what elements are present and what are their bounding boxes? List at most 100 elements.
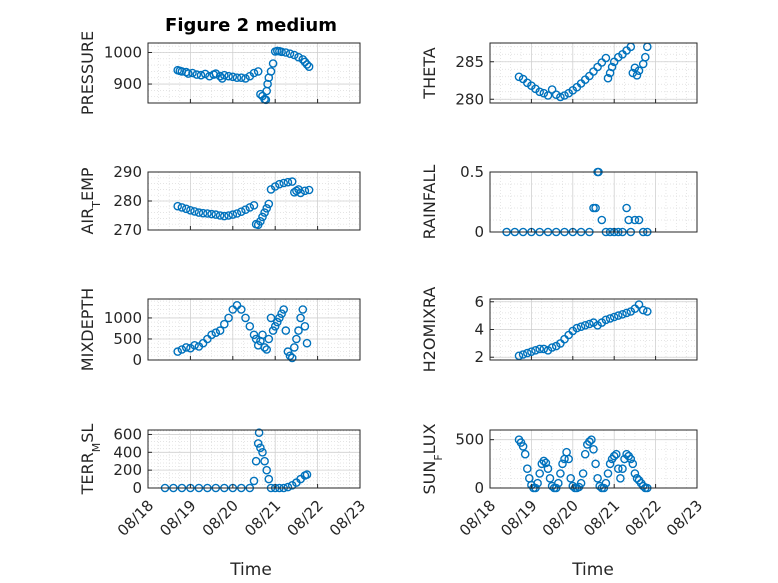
subplot-4: 0 0.5 RAINFALL — [420, 163, 698, 241]
x-tick-label: 08/18 — [456, 496, 499, 539]
y-tick-label: 900 — [113, 75, 142, 93]
y-tick-label: 4 — [474, 321, 484, 339]
data-point — [270, 321, 280, 331]
data-point — [215, 326, 225, 335]
data-point — [281, 48, 291, 57]
y-axis-label: H2OMIXRA — [420, 287, 439, 373]
data-point — [258, 330, 267, 340]
data-point — [219, 211, 229, 221]
x-tick-label: 08/22 — [621, 496, 664, 539]
y-tick-label: 500 — [455, 431, 484, 449]
data-point — [560, 91, 569, 100]
data-point — [292, 186, 301, 196]
data-point — [533, 478, 542, 488]
y-tick-label: 400 — [113, 443, 142, 461]
y-tick-label: 280 — [455, 90, 484, 108]
data-point — [609, 451, 619, 461]
data-point — [266, 67, 276, 76]
data-point — [249, 200, 259, 210]
data-point — [249, 68, 259, 78]
data-point — [294, 52, 303, 62]
data-point — [634, 215, 644, 225]
data-point — [186, 205, 195, 215]
data-point — [585, 437, 594, 446]
data-point — [578, 469, 588, 478]
data-point — [264, 474, 274, 484]
x-axis-label-left: Time — [229, 560, 272, 580]
y-tick-label: 270 — [113, 221, 142, 239]
data-point — [181, 204, 191, 214]
data-point — [539, 344, 549, 354]
data-point — [605, 459, 615, 469]
data-point — [287, 177, 297, 186]
data-point — [241, 205, 250, 214]
data-point — [262, 345, 272, 354]
data-point — [612, 449, 621, 459]
x-tick-label: 08/18 — [114, 496, 157, 539]
subplots: 900 1000 PRESSURE 280 285 THETA 270 280 290 AIRTE… — [78, 31, 706, 540]
data-point — [292, 334, 301, 344]
data-point — [228, 210, 238, 219]
subplot-6: 2 4 6 H2OMIXRA — [420, 287, 698, 373]
data-point — [638, 481, 648, 491]
data-point — [634, 66, 644, 75]
data-point — [258, 447, 267, 457]
axes-box — [489, 171, 698, 233]
x-tick-label: 08/19 — [497, 496, 540, 539]
data-point — [219, 319, 229, 329]
data-point — [531, 345, 540, 355]
data-point — [279, 305, 289, 314]
data-point — [268, 59, 278, 68]
y-tick-label: 0.5 — [460, 163, 484, 181]
data-point — [272, 317, 282, 327]
data-point — [241, 74, 250, 83]
data-point — [236, 73, 246, 82]
data-point — [190, 340, 199, 350]
subplot-2: 280 285 THETA — [420, 42, 698, 108]
data-point — [203, 209, 212, 218]
y-tick-label: 1000 — [104, 43, 142, 61]
axes-box — [147, 298, 361, 361]
data-point — [264, 199, 274, 209]
data-point — [294, 326, 303, 335]
data-point — [585, 319, 594, 329]
data-point — [281, 326, 291, 335]
y-axis-label: MIXDEPTH — [78, 288, 97, 371]
x-tick-label: 08/21 — [580, 496, 623, 539]
data-point — [283, 482, 293, 492]
data-point — [296, 188, 305, 198]
data-point — [628, 459, 638, 469]
data-point — [302, 60, 312, 69]
data-point — [626, 454, 636, 464]
data-point — [520, 449, 530, 459]
subplot-3: 270 280 290 AIRTEMP — [78, 163, 361, 239]
data-point — [177, 203, 187, 212]
data-point — [304, 185, 314, 195]
data-point — [556, 469, 565, 478]
axes-box — [147, 429, 361, 489]
axes-box — [147, 42, 361, 104]
data-point — [302, 470, 312, 479]
data-point — [576, 322, 586, 332]
data-point — [270, 182, 280, 191]
data-point — [609, 312, 619, 322]
y-axis-label: PRESSURE — [78, 31, 97, 115]
data-point — [603, 469, 613, 478]
data-point — [541, 458, 551, 468]
data-point — [587, 435, 596, 445]
data-point — [597, 215, 607, 225]
y-tick-label: 2 — [474, 348, 484, 366]
axes-box — [489, 429, 698, 489]
data-point — [236, 305, 246, 314]
data-point — [177, 345, 187, 354]
x-tick-label: 08/23 — [326, 496, 369, 539]
data-point — [215, 211, 225, 220]
data-point — [554, 478, 563, 488]
subplot-1: 900 1000 PRESSURE — [78, 31, 361, 115]
data-point — [558, 459, 567, 469]
data-point — [298, 305, 308, 314]
data-point — [630, 215, 640, 225]
y-axis-label: TERRMSL — [78, 424, 103, 496]
